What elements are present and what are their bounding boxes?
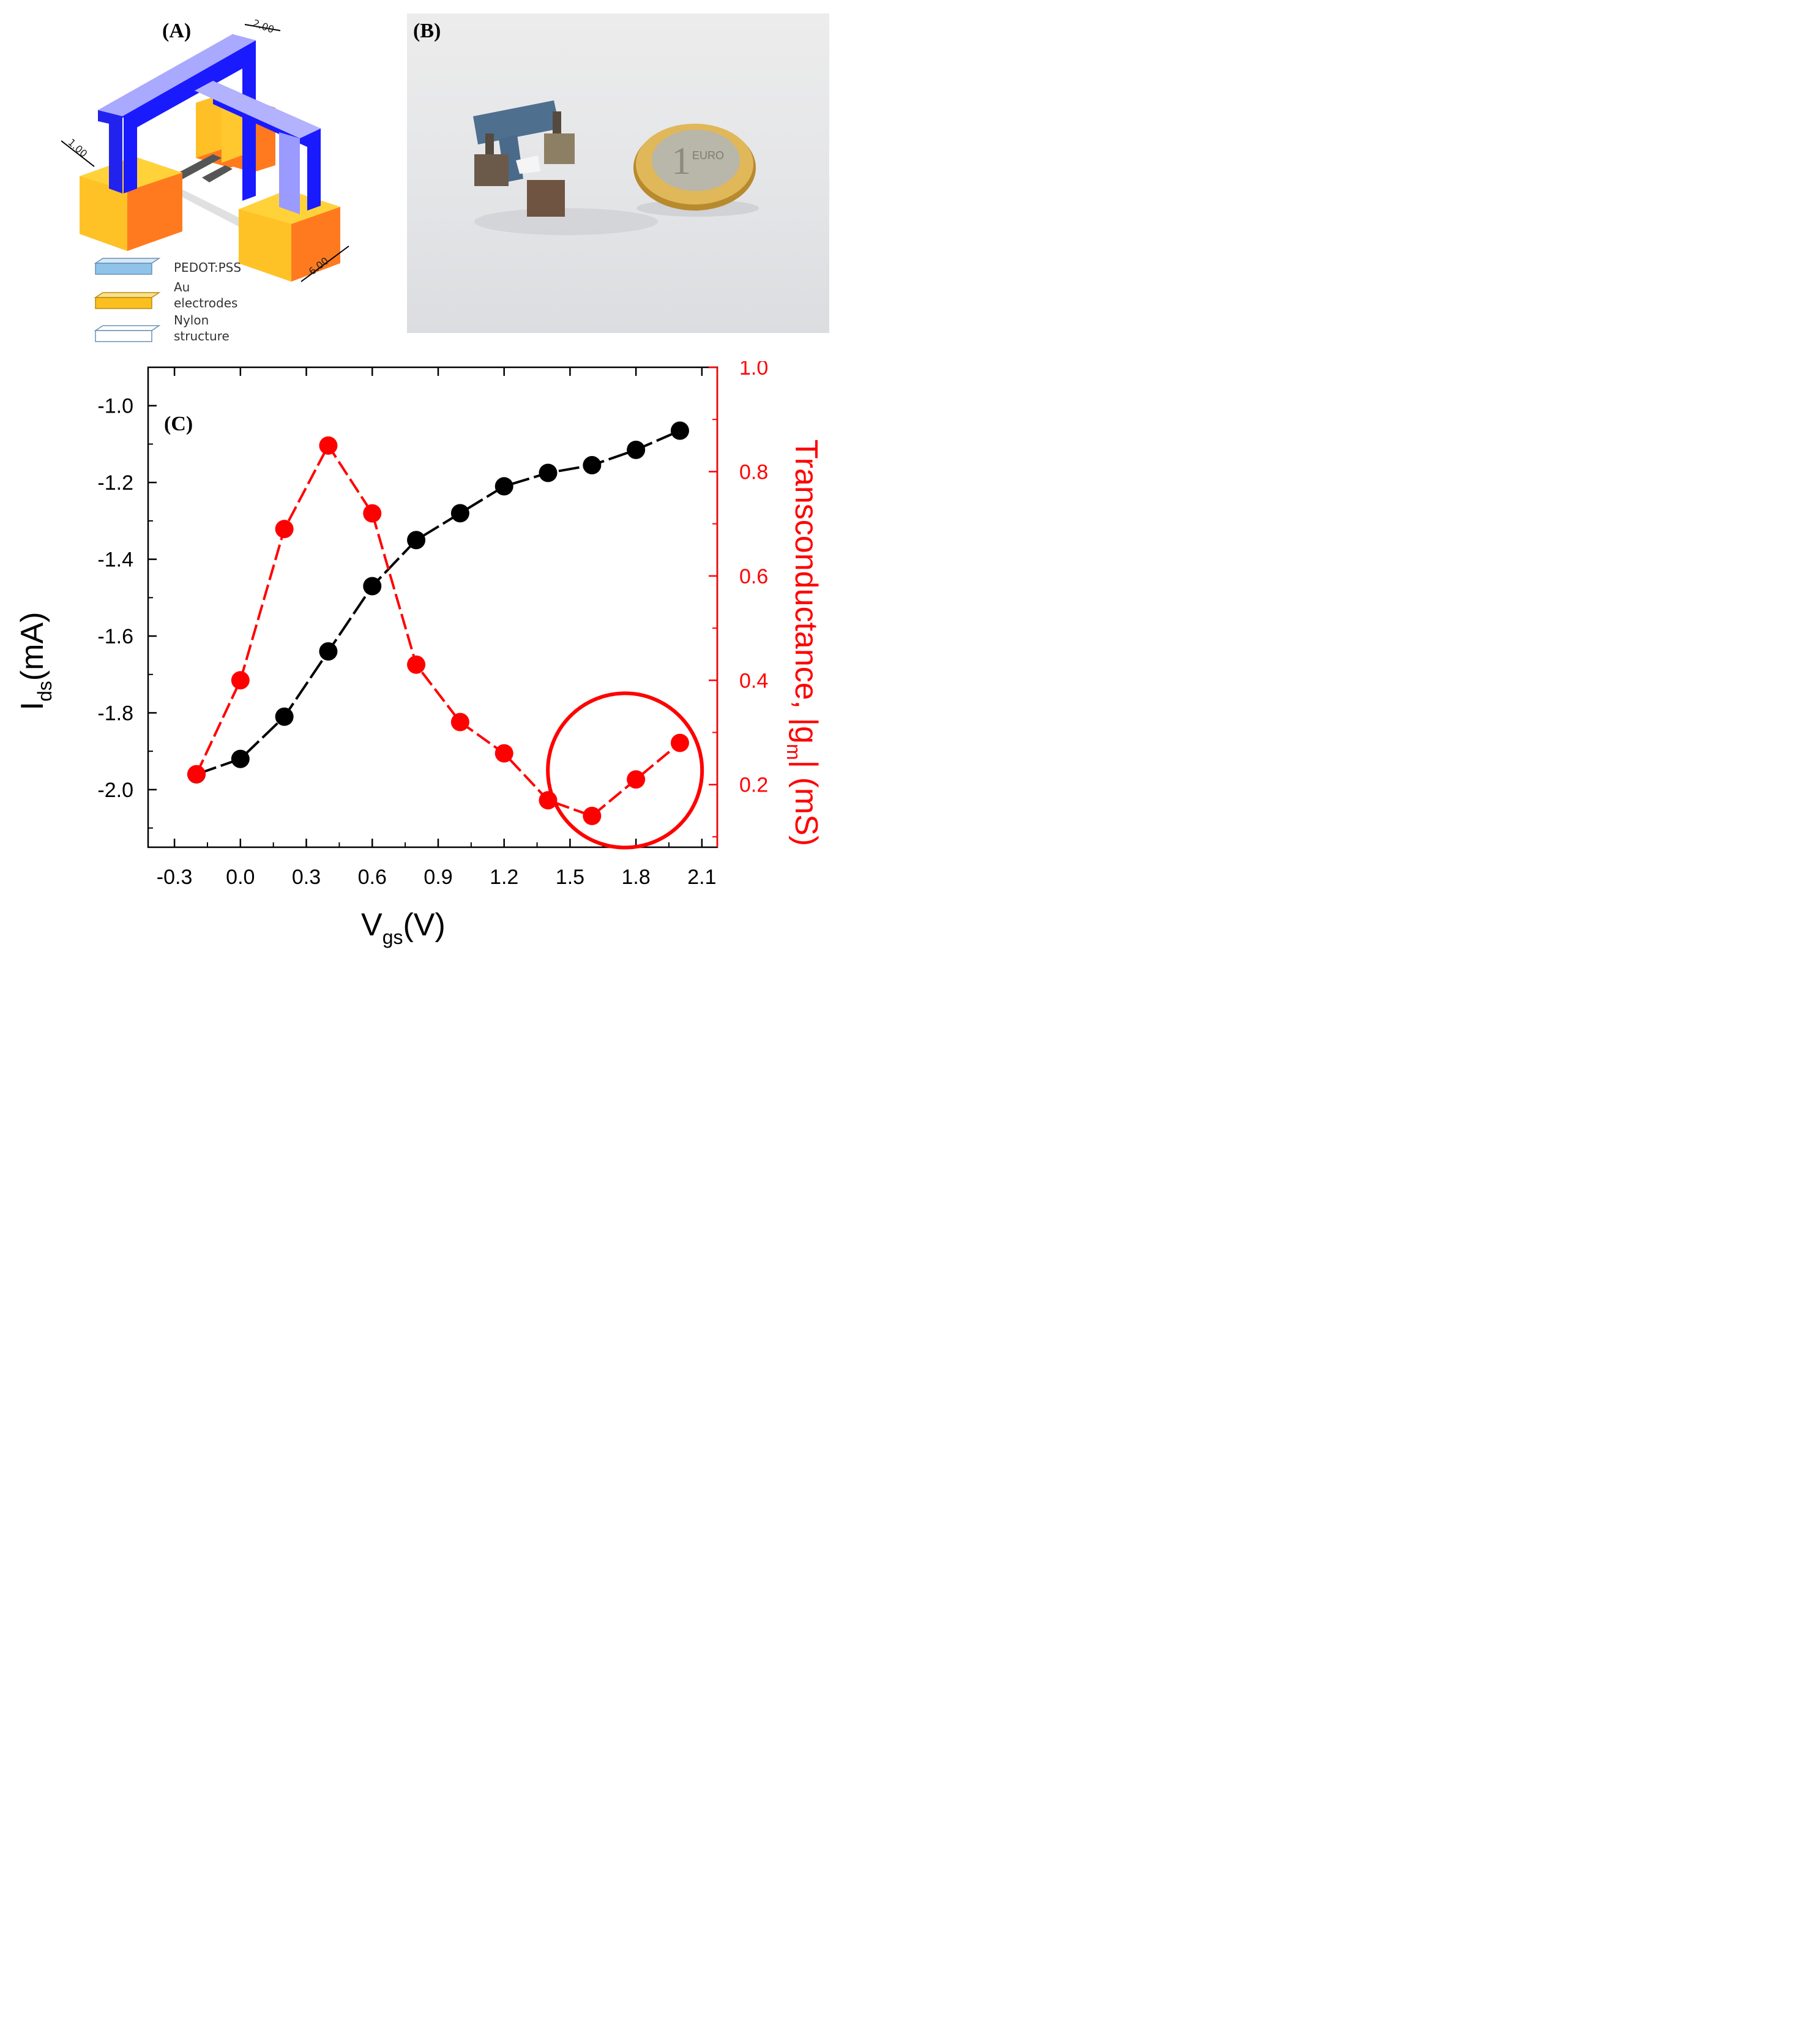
y-right-tick-label: 0.8 [739,460,768,484]
legend-swatch-nylon [95,330,152,342]
legend-swatch-au-top [94,292,161,298]
ids-point [363,577,382,596]
y-left-tick-label: -2.0 [97,779,133,802]
pedot-small-arch-top [195,81,321,138]
ids-line [196,429,681,776]
device-nylon [516,155,540,174]
ids-point [583,455,602,474]
gm-point [407,655,426,674]
legend-swatch-au [95,297,152,309]
x-axis: -0.3 0.0 0.3 0.6 0.9 1.2 1.5 1.8 2.1 [157,367,716,889]
back-electrode-left-face [196,94,222,158]
device-frame-top [473,100,560,144]
pedot-arch-top [98,34,256,116]
x-tick-label: 0.9 [424,866,452,889]
nylon-strip [175,189,245,226]
photo-illustration: 1 EURO [473,100,759,235]
device-block-right [544,133,575,164]
gm-line [195,443,681,818]
channel-dark [171,154,222,181]
y-left-tick-label: -1.4 [97,548,133,572]
x-tick-label: 1.5 [556,866,584,889]
gm-point [583,806,602,825]
transfer-chart-panel: -0.3 0.0 0.3 0.6 0.9 1.2 1.5 1.8 2.1 -1.0 -1.2 -1.… [0,356,857,976]
ids-point [450,504,469,523]
y-left-tick-label: -1.8 [97,702,133,725]
legend-label-au: Au [174,280,190,294]
coin-digit: 1 [671,139,691,182]
gm-point [494,744,513,763]
y-left-tick-label: -1.6 [97,625,133,648]
x-tick-label: 1.8 [622,866,651,889]
coin-center [652,130,740,191]
right-y-axis-title: Transconductance, |gm| (mS) [783,440,824,846]
transfer-chart: -0.3 0.0 0.3 0.6 0.9 1.2 1.5 1.8 2.1 -1.0-1.2-1.… [15,356,824,948]
photo-shadow [474,208,658,235]
front-electrode-right-side [239,209,291,282]
ids-point [494,477,513,496]
x-tick-label: 0.3 [292,866,321,889]
gm-point [231,671,250,690]
device-block-front [527,180,565,217]
x-tick-label: 0.6 [358,866,387,889]
front-electrode-left-side [80,176,127,251]
gm-point [187,765,206,784]
dim-line-right [300,245,349,282]
left-y-axis: -1.0 -1.2 -1.4 -1.6 -1.8 -2.0 [97,395,157,829]
right-y-axis: 1.0 0.8 0.6 0.4 0.2 [709,356,768,837]
legend-label-nylon: Nylon [174,313,209,328]
pedot-small-arch-leg [279,132,300,214]
y-right-tick-label: 0.6 [739,565,768,588]
gm-point [363,504,382,523]
channel-dark-2 [202,165,233,182]
legend-label-nylon-2: structure [174,329,230,343]
panel-label-c: (C) [164,413,193,435]
x-tick-label: 0.0 [226,866,255,889]
x-tick-label: 2.1 [687,866,716,889]
highlight-circle [546,691,704,850]
ids-point [670,421,689,440]
legend-swatch-pedot [95,263,152,275]
ids-point [539,463,558,482]
y-left-tick-label: -1.2 [97,471,133,495]
ids-point [407,531,426,550]
legend-swatch-pedot-top [94,258,161,264]
pedot-arch-left-leg [98,110,122,193]
ids-point [231,749,250,768]
gm-point [627,770,646,789]
gm-point [319,436,338,455]
x-axis-title: Vgs(V) [361,907,446,948]
pedot-arch-back-face [98,34,256,201]
dim-label-left: 1.00 [65,137,89,160]
coin-text: EURO [692,149,724,162]
ids-point [275,707,294,726]
dim-line-top [244,24,281,31]
device-block-left [474,154,509,186]
y-left-tick-label: -1.0 [97,395,133,418]
x-tick-label: 1.2 [490,866,518,889]
device-photo: 1 EURO (B) [407,13,829,333]
ids-point [627,440,646,459]
y-right-tick-label: 0.4 [739,669,768,692]
gm-point [275,520,294,539]
gm-point [670,733,689,752]
dim-line-left [61,140,95,167]
panel-label-a: (A) [162,20,192,42]
left-y-axis-title: Ids(mA) [15,612,56,711]
series-layer [187,421,689,825]
y-right-tick-label: 0.2 [739,774,768,797]
panel-label-b: (B) [413,20,441,42]
legend-swatch-nylon-top [94,325,161,331]
y-right-tick-label: 1.0 [739,361,768,380]
gm-point [450,713,469,732]
legend-label-pedot: PEDOT:PSS [174,260,241,275]
ids-point [319,642,338,661]
schematic-panel: 2.00 1.00 6.00 PEDOT:PSS Au electrodes N… [61,12,379,355]
x-tick-label: -0.3 [157,866,193,889]
schematic-diagram: 2.00 1.00 6.00 PEDOT:PSS Au electrodes N… [61,17,349,343]
dim-label-top: 2.00 [252,17,276,36]
legend-label-au-2: electrodes [174,296,237,310]
